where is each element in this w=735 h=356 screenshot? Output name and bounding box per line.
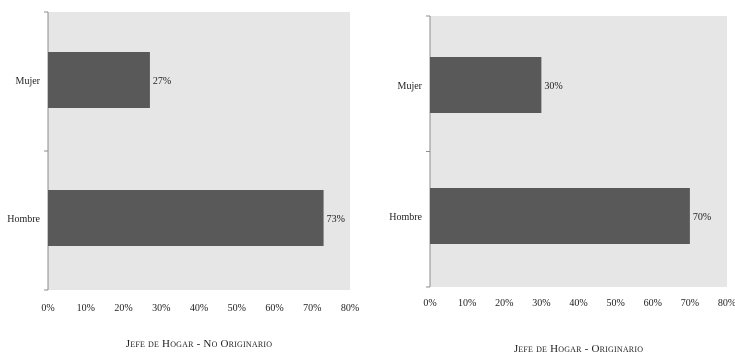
x-tick-label: 60% <box>265 303 283 314</box>
category-label: Mujer <box>16 76 41 87</box>
x-tick-label: 0% <box>41 303 54 314</box>
category-label: Hombre <box>7 214 40 225</box>
x-tick-label: 70% <box>303 303 321 314</box>
x-tick-label: 40% <box>569 298 587 309</box>
data-label: 73% <box>327 214 345 225</box>
x-tick-label: 30% <box>152 303 170 314</box>
plot-area <box>430 16 727 287</box>
x-tick-label: 60% <box>644 298 662 309</box>
x-tick-label: 80% <box>341 303 359 314</box>
chart-title: Jefe de Hogar - No Originario <box>126 338 272 350</box>
data-label: 27% <box>153 76 171 87</box>
x-tick-label: 70% <box>681 298 699 309</box>
x-tick-label: 20% <box>114 303 132 314</box>
chart-originario: 0% 10% 20% 30% 40% 50% 60% 70% 80% Mujer 30% Hombre… <box>389 15 735 355</box>
x-tick-label: 50% <box>606 298 624 309</box>
x-tick-label: 20% <box>495 298 513 309</box>
chart-no-originario: 0% 10% 20% 30% 40% 50% 60% 70% 80% Mujer 27% Hombre… <box>7 11 359 350</box>
x-tick-label: 0% <box>423 298 436 309</box>
x-tick-label: 40% <box>190 303 208 314</box>
category-label: Hombre <box>389 212 422 223</box>
bar-hombre <box>430 188 690 244</box>
x-tick-label: 10% <box>77 303 95 314</box>
category-label: Mujer <box>398 81 423 92</box>
chart-title: Jefe de Hogar - Originario <box>514 343 643 355</box>
data-label: 30% <box>544 81 562 92</box>
data-label: 70% <box>693 212 711 223</box>
x-tick-label: 30% <box>532 298 550 309</box>
x-tick-label: 10% <box>458 298 476 309</box>
bar-mujer <box>48 52 150 108</box>
x-tick-label: 50% <box>228 303 246 314</box>
x-tick-label: 80% <box>718 298 735 309</box>
bar-hombre <box>48 190 324 246</box>
bar-mujer <box>430 57 542 113</box>
